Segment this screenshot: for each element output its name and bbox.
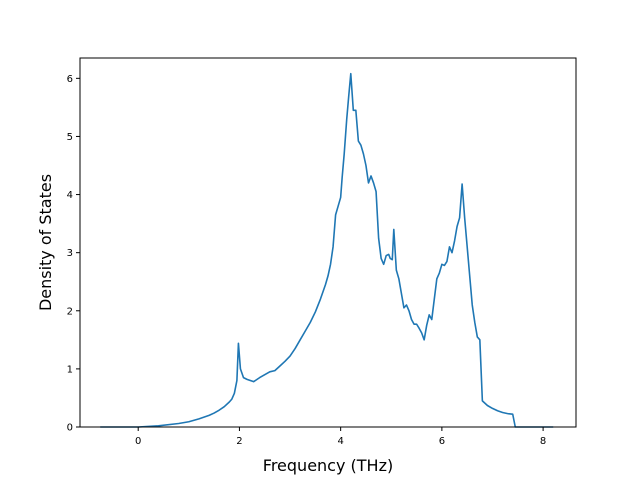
x-tick-label: 2 (236, 436, 242, 447)
x-tick-label: 4 (337, 436, 343, 447)
y-tick-label: 1 (67, 364, 73, 375)
x-tick-label: 8 (540, 436, 546, 447)
series-line-0 (100, 72, 554, 428)
y-tick-label: 5 (67, 132, 73, 143)
x-axis-label: Frequency (THz) (263, 456, 393, 475)
series-layer (100, 72, 554, 428)
y-tick-label: 2 (67, 306, 73, 317)
plot-background (80, 58, 576, 427)
y-tick-label: 4 (67, 190, 73, 201)
y-axis-label: Density of States (36, 174, 55, 311)
x-axis: 0 2 4 6 8 (135, 427, 546, 447)
y-tick-label: 0 (67, 423, 73, 434)
x-tick-label: 0 (135, 436, 141, 447)
plot-frame (79, 57, 577, 428)
y-axis: 0 1 2 3 4 5 6 (67, 74, 80, 434)
x-tick-label: 6 (439, 436, 445, 447)
y-tick-label: 6 (67, 74, 73, 85)
y-tick-label: 3 (67, 248, 73, 259)
